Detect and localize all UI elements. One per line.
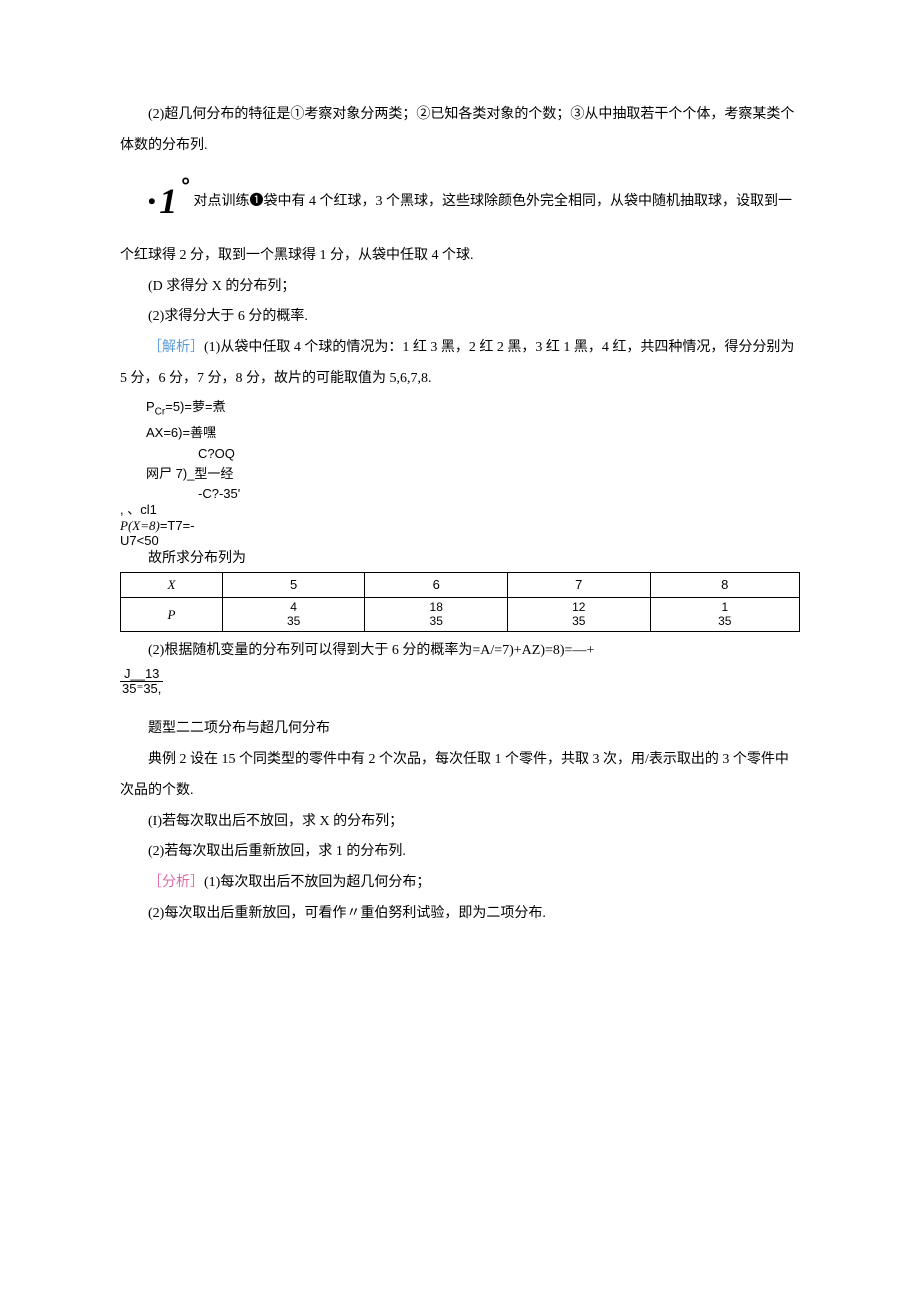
- formula: C?OQ: [120, 446, 800, 462]
- table-cell: 435: [222, 598, 365, 631]
- section-heading: 题型二二项分布与超几何分布: [120, 714, 800, 745]
- table-cell: 8: [650, 573, 799, 598]
- table-cell: 135: [650, 598, 799, 631]
- formula: , 、cl1: [120, 502, 800, 518]
- paragraph: (2)若每次取出后重新放回，求 1 的分布列.: [120, 837, 800, 868]
- analysis-label: ［分析］: [148, 875, 204, 890]
- analysis-text: (1)从袋中任取 4 个球的情况为：1 红 3 黑，2 红 2 黑，3 红 1 …: [120, 340, 794, 386]
- table-cell: 1235: [508, 598, 651, 631]
- table-row: P 435 1835 1235 135: [121, 598, 800, 631]
- table-cell: 1835: [365, 598, 508, 631]
- table-cell: 7: [508, 573, 651, 598]
- analysis-label: ［解析］: [148, 340, 204, 355]
- paragraph: (2)超几何分布的特征是①考察对象分两类；②已知各类对象的个数；③从中抽取若干个…: [120, 100, 800, 162]
- number-one: 1: [159, 181, 177, 221]
- analysis-paragraph: ［解析］(1)从袋中任取 4 个球的情况为：1 红 3 黑，2 红 2 黑，3 …: [120, 333, 800, 395]
- formula: U7<50: [120, 533, 800, 549]
- table-header: X: [121, 573, 223, 598]
- degree-icon: °: [181, 173, 190, 198]
- analysis-paragraph: ［分析］(1)每次取出后不放回为超几何分布；: [120, 868, 800, 899]
- practice-text: 对点训练❶袋中有 4 个红球，3 个黑球，这些球除颜色外完全相同，从袋中随机抽取…: [120, 193, 792, 262]
- paragraph: (I)若每次取出后不放回，求 X 的分布列；: [120, 807, 800, 838]
- table-cell: 6: [365, 573, 508, 598]
- paragraph: (2)每次取出后重新放回，可看作〃重伯努利试验，即为二项分布.: [120, 899, 800, 930]
- analysis-text: (1)每次取出后不放回为超几何分布；: [204, 875, 430, 890]
- paragraph: (2)求得分大于 6 分的概率.: [120, 302, 800, 333]
- distribution-table: X 5 6 7 8 P 435 1835 1235 135: [120, 572, 800, 632]
- formula: AX=6)=善嘿: [120, 421, 800, 446]
- paragraph: 故所求分布列为: [120, 549, 800, 569]
- example-paragraph: 典例 2 设在 15 个同类型的零件中有 2 个次品，每次任取 1 个零件，共取…: [120, 745, 800, 807]
- formula: P(X=8)=T7=-: [120, 518, 800, 534]
- fraction-line: J__13 35⁼35,: [120, 667, 800, 697]
- formula: PCr=5)=萝=煮: [120, 395, 800, 422]
- table-header: P: [121, 598, 223, 631]
- table-cell: 5: [222, 573, 365, 598]
- paragraph: (D 求得分 X 的分布列；: [120, 272, 800, 303]
- table-row: X 5 6 7 8: [121, 573, 800, 598]
- formula: 网尸 7)_型一经: [120, 462, 800, 487]
- formula: -C?-35': [120, 486, 800, 502]
- practice-heading: • 1° 对点训练❶袋中有 4 个红球，3 个黑球，这些球除颜色外完全相同，从袋…: [120, 162, 800, 272]
- bullet-icon: •: [148, 188, 156, 213]
- paragraph: (2)根据随机变量的分布列可以得到大于 6 分的概率为=A/=7)+AZ)=8)…: [120, 636, 800, 667]
